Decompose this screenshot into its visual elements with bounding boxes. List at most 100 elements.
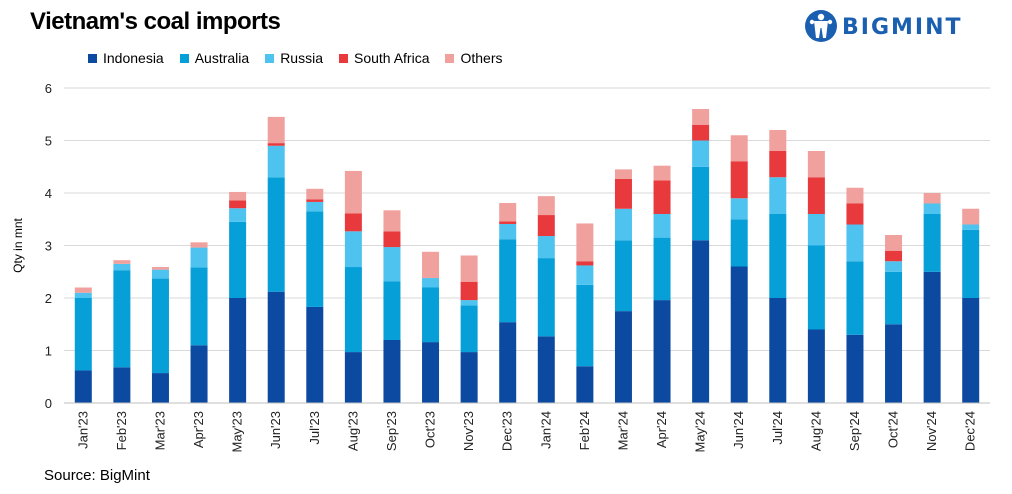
- bar-others: [846, 187, 864, 204]
- bar-others: [460, 255, 478, 282]
- bar-russia: [962, 224, 980, 230]
- bar-others: [614, 169, 632, 179]
- x-tick-label: Jun'24: [731, 411, 746, 449]
- bar-indonesia: [267, 291, 285, 403]
- bar-russia: [653, 214, 671, 238]
- bar-russia: [576, 265, 594, 285]
- bar-south-africa: [769, 151, 787, 178]
- bar-indonesia: [383, 340, 401, 403]
- legend-item-australia: Australia: [179, 50, 250, 66]
- bar-russia: [730, 198, 748, 220]
- bar-russia: [460, 300, 478, 306]
- bar-russia: [306, 201, 324, 212]
- bar-australia: [846, 261, 864, 335]
- bigmint-logo: BIGMINT: [804, 8, 984, 44]
- legend-label: Australia: [194, 50, 250, 66]
- bar-others: [499, 202, 517, 222]
- bar-indonesia: [74, 370, 92, 403]
- legend-item-indonesia: Indonesia: [88, 50, 164, 66]
- bar-russia: [190, 247, 208, 268]
- bar-others: [422, 251, 440, 279]
- bar-south-africa: [653, 180, 671, 214]
- legend-label: Others: [460, 50, 503, 66]
- bar-others: [692, 109, 710, 125]
- bar-australia: [151, 278, 169, 374]
- x-tick-label: Jan'24: [538, 411, 553, 449]
- bar-south-africa: [807, 177, 825, 214]
- bar-others: [962, 208, 980, 225]
- x-tick-label: May'23: [230, 411, 245, 453]
- bar-indonesia: [769, 298, 787, 403]
- x-axis-ticks: Jan'23 Feb'23 Mar'23 Apr'23 May'23 Jun'23 Jul'…: [75, 411, 977, 453]
- bar-russia: [769, 177, 787, 214]
- x-tick-label: May'24: [693, 411, 708, 453]
- legend-item-others: Others: [445, 50, 503, 66]
- x-tick-label: Apr'24: [654, 411, 669, 448]
- bar-australia: [190, 267, 208, 346]
- bar-russia: [885, 261, 903, 272]
- bar-others: [383, 210, 401, 232]
- y-axis-ticks: 0 1 2 3 4 5 6: [45, 81, 52, 411]
- bar-indonesia: [730, 266, 748, 403]
- bar-south-africa: [692, 124, 710, 141]
- bar-indonesia: [576, 366, 594, 403]
- legend-label: South Africa: [353, 50, 430, 66]
- bar-russia: [151, 269, 169, 279]
- bar-russia: [74, 292, 92, 298]
- bar-others: [653, 165, 671, 181]
- bar-indonesia: [614, 311, 632, 403]
- legend-swatch: [88, 53, 97, 63]
- bar-russia: [229, 208, 247, 222]
- bar-russia: [383, 247, 401, 282]
- bars: [74, 109, 980, 403]
- bar-australia: [344, 267, 362, 353]
- x-tick-label: Oct'23: [423, 411, 438, 448]
- bar-others: [923, 193, 941, 204]
- bar-south-africa: [885, 250, 903, 262]
- bar-indonesia: [653, 300, 671, 403]
- bar-indonesia: [113, 367, 131, 403]
- bar-australia: [383, 281, 401, 340]
- bar-russia: [614, 208, 632, 241]
- bar-indonesia: [962, 298, 980, 403]
- y-tick-label: 1: [45, 344, 52, 359]
- bar-indonesia: [190, 345, 208, 403]
- x-tick-label: Sep'24: [847, 411, 862, 451]
- y-axis-label: Qty in mnt: [11, 217, 25, 272]
- bar-indonesia: [151, 373, 169, 403]
- bar-south-africa: [537, 215, 555, 237]
- bar-others: [576, 223, 594, 262]
- bar-indonesia: [846, 334, 864, 403]
- x-tick-label: Feb'24: [577, 411, 592, 450]
- bar-indonesia: [460, 352, 478, 403]
- bar-indonesia: [344, 352, 362, 403]
- logo-text: BIGMINT: [842, 15, 963, 40]
- bar-south-africa: [730, 161, 748, 199]
- bar-australia: [614, 240, 632, 312]
- bar-russia: [113, 263, 131, 271]
- x-tick-label: Mar'23: [152, 411, 167, 450]
- bar-australia: [923, 214, 941, 272]
- y-tick-label: 6: [45, 81, 52, 96]
- bar-russia: [344, 231, 362, 268]
- bar-indonesia: [885, 324, 903, 403]
- bar-indonesia: [807, 329, 825, 403]
- x-tick-label: Nov'23: [461, 411, 476, 451]
- bigmint-people-icon: [805, 10, 837, 42]
- x-tick-label: Aug'24: [808, 411, 823, 451]
- legend: Indonesia Australia Russia South Africa Othe…: [88, 50, 509, 66]
- bar-russia: [692, 140, 710, 167]
- bar-others: [229, 191, 247, 201]
- bar-south-africa: [460, 281, 478, 301]
- legend-swatch: [445, 53, 455, 63]
- bar-others: [807, 151, 825, 178]
- bar-south-africa: [229, 200, 247, 209]
- bar-australia: [499, 239, 517, 323]
- x-tick-label: Jun'23: [268, 411, 283, 449]
- x-tick-label: Dec'24: [963, 411, 978, 451]
- bar-others: [190, 242, 208, 248]
- bar-others: [74, 287, 92, 293]
- legend-swatch: [265, 53, 275, 63]
- bar-others: [151, 267, 169, 270]
